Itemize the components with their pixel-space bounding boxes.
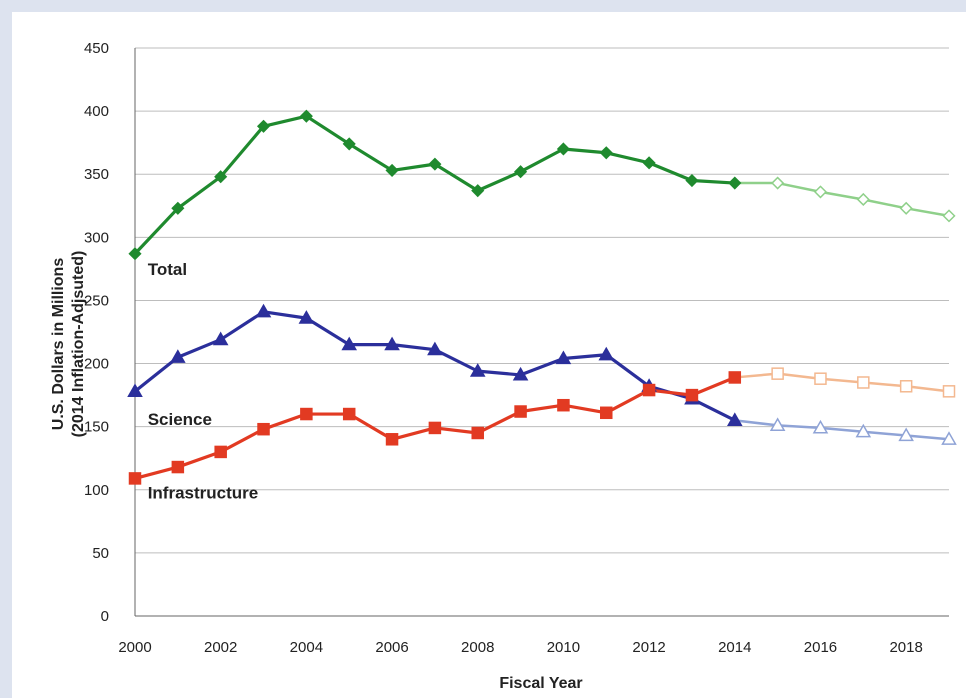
triangle-marker (384, 336, 400, 351)
diamond-marker (856, 192, 870, 207)
triangle-marker (298, 310, 315, 324)
triangle-marker (898, 427, 914, 442)
diamond-marker (342, 137, 356, 151)
triangle-marker (170, 349, 186, 363)
diamond-marker (599, 146, 613, 160)
y-tick-label: 100 (84, 482, 109, 499)
x-tick-label: 2014 (718, 639, 751, 656)
diamond-marker (385, 163, 399, 177)
x-tick-label: 2000 (118, 639, 151, 656)
y-tick-label: 300 (84, 229, 109, 246)
triangle-marker (941, 431, 957, 445)
square-marker (814, 372, 827, 385)
y-tick-label: 450 (84, 40, 109, 57)
diamond-marker (771, 176, 785, 190)
diamond-marker (556, 142, 570, 156)
square-marker (128, 472, 142, 485)
x-axis-title: Fiscal Year (499, 675, 582, 692)
diamond-marker (899, 201, 913, 215)
series-label-science: Science (148, 410, 212, 429)
series-label-total: Total (148, 260, 187, 279)
diamond-marker (514, 165, 528, 179)
x-tick-label: 2004 (290, 639, 323, 656)
science-projected-line (734, 419, 950, 441)
square-marker (600, 406, 613, 420)
diamond-marker (942, 209, 956, 223)
series-markers (127, 109, 957, 485)
x-tick-label: 2006 (375, 639, 408, 656)
square-marker (642, 383, 656, 397)
y-tick-label: 200 (84, 356, 109, 373)
diamond-marker (299, 109, 313, 123)
x-tick-label: 2010 (547, 639, 580, 656)
y-axis-title: U.S. Dollars in Millions (2014 Inflation… (50, 251, 87, 438)
square-marker (471, 426, 484, 440)
total-line (133, 114, 735, 255)
triangle-marker (427, 341, 443, 356)
y-tick-label: 50 (92, 545, 109, 562)
square-marker (557, 398, 570, 412)
triangle-marker (255, 303, 272, 318)
square-marker (171, 460, 185, 474)
x-tick-label: 2002 (204, 639, 237, 656)
square-marker (899, 380, 913, 393)
square-marker (428, 421, 442, 435)
diamond-marker (685, 173, 699, 188)
triangle-marker (512, 366, 529, 381)
triangle-marker (726, 412, 743, 426)
y-axis-title-line2: (2014 Inflation-Adjsuted) (70, 251, 87, 438)
x-tick-label: 2008 (461, 639, 494, 656)
diamond-marker (128, 247, 142, 261)
triangle-marker (598, 346, 615, 361)
x-tick-label: 2016 (804, 639, 837, 656)
square-marker (771, 367, 784, 380)
diamond-marker (471, 184, 485, 198)
square-marker (257, 422, 270, 436)
x-tick-label: 2018 (889, 639, 922, 656)
series-label-infrastructure: Infrastructure (148, 483, 259, 502)
y-axis-title-line1: U.S. Dollars in Millions (50, 258, 67, 431)
triangle-marker (469, 363, 486, 377)
science-line (134, 310, 736, 422)
y-tick-label: 0 (101, 608, 109, 625)
diamond-marker (813, 185, 828, 199)
square-marker (685, 388, 699, 402)
square-marker (857, 376, 870, 389)
diamond-marker (214, 170, 228, 184)
diamond-marker (171, 201, 185, 215)
triangle-marker (555, 350, 572, 365)
total-projected-line (734, 181, 950, 218)
axes: 0 50 100 150 200 250 300 350 400 450 2000 2002 2004 2… (84, 40, 923, 656)
square-marker (300, 407, 313, 421)
y-tick-label: 350 (84, 166, 109, 183)
y-tick-label: 150 (84, 419, 109, 436)
square-marker (214, 445, 227, 459)
triangle-marker (127, 383, 143, 397)
diamond-marker (728, 176, 742, 190)
triangle-marker (341, 336, 358, 351)
square-marker (728, 371, 742, 384)
square-marker (514, 405, 527, 418)
y-tick-label: 250 (84, 292, 109, 309)
series-lines (133, 114, 950, 480)
triangle-marker (855, 423, 872, 438)
square-marker (342, 407, 356, 421)
infrastructure-projected-line (734, 372, 950, 393)
square-marker (385, 433, 399, 446)
line-chart: 0 50 100 150 200 250 300 350 400 450 2000 2002 2004 2… (50, 40, 957, 692)
diamond-marker (428, 157, 442, 171)
diamond-marker (642, 156, 656, 170)
triangle-marker (769, 417, 786, 432)
diamond-marker (256, 119, 271, 133)
triangle-marker (812, 419, 829, 434)
chart-panel: 0 50 100 150 200 250 300 350 400 450 2000 2002 2004 2… (12, 12, 966, 698)
triangle-marker (212, 331, 229, 346)
y-tick-label: 400 (84, 103, 109, 120)
series-labels: Total Science Infrastructure (148, 260, 259, 502)
x-tick-label: 2012 (632, 639, 665, 656)
square-marker (942, 385, 956, 398)
